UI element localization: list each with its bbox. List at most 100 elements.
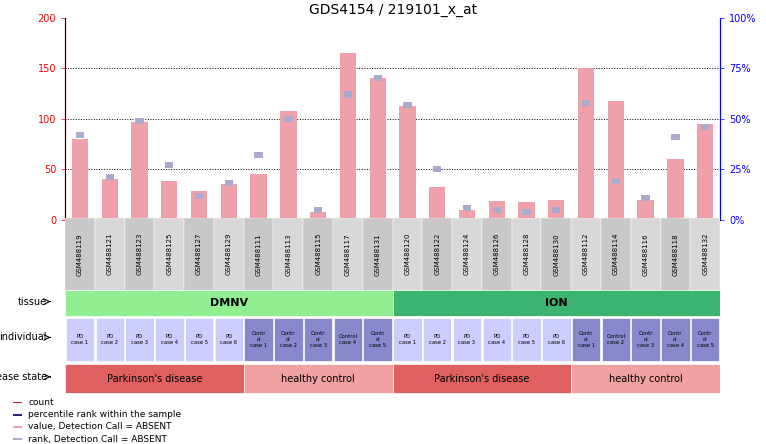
Bar <box>214 218 244 291</box>
Bar <box>392 364 571 393</box>
Text: GSM488113: GSM488113 <box>286 233 291 276</box>
Text: rank, Detection Call = ABSENT: rank, Detection Call = ABSENT <box>28 435 167 444</box>
Bar <box>310 212 326 220</box>
Text: Parkinson's disease: Parkinson's disease <box>106 373 202 384</box>
Bar <box>95 218 125 291</box>
Bar <box>463 205 471 211</box>
Bar <box>126 318 154 361</box>
Bar <box>482 218 512 291</box>
Text: GSM488118: GSM488118 <box>673 233 679 276</box>
Bar <box>125 218 155 291</box>
Bar <box>12 426 22 428</box>
Bar <box>571 364 720 393</box>
Text: PD
case 6: PD case 6 <box>548 334 565 345</box>
Text: disease state: disease state <box>0 372 47 382</box>
Text: PD
case 4: PD case 4 <box>488 334 506 345</box>
Bar <box>637 200 654 220</box>
Text: PD
case 1: PD case 1 <box>399 334 416 345</box>
Bar <box>254 152 263 158</box>
Bar <box>572 318 601 361</box>
Bar <box>701 124 709 130</box>
Bar <box>452 218 482 291</box>
Bar <box>363 218 392 291</box>
Bar <box>333 218 363 291</box>
Bar <box>691 318 719 361</box>
Bar <box>12 414 22 416</box>
Text: GSM488112: GSM488112 <box>583 233 589 275</box>
Bar <box>304 318 332 361</box>
Text: PD
case 2: PD case 2 <box>101 334 118 345</box>
Text: value, Detection Call = ABSENT: value, Detection Call = ABSENT <box>28 422 172 432</box>
Bar <box>155 318 184 361</box>
Text: GSM488123: GSM488123 <box>136 233 142 275</box>
Text: Control
case 4: Control case 4 <box>339 334 358 345</box>
Bar <box>72 139 88 220</box>
Bar <box>403 102 411 107</box>
Text: GSM488117: GSM488117 <box>345 233 351 276</box>
Text: PD
case 5: PD case 5 <box>518 334 535 345</box>
Text: PD
case 6: PD case 6 <box>221 334 237 345</box>
Bar <box>422 218 452 291</box>
Text: Contr
ol
case 3: Contr ol case 3 <box>309 331 326 348</box>
Bar <box>661 318 689 361</box>
Bar <box>155 218 184 291</box>
Bar <box>250 174 267 220</box>
Text: Contr
ol
case 4: Contr ol case 4 <box>667 331 684 348</box>
Text: Parkinson's disease: Parkinson's disease <box>434 373 529 384</box>
Bar <box>612 178 620 184</box>
Bar <box>690 218 720 291</box>
Bar <box>284 116 293 122</box>
Bar <box>280 111 296 220</box>
Text: GSM488114: GSM488114 <box>613 233 619 275</box>
Bar <box>453 318 481 361</box>
Bar <box>136 118 144 124</box>
Text: GSM488132: GSM488132 <box>702 233 708 275</box>
Text: PD
case 1: PD case 1 <box>71 334 89 345</box>
Bar <box>244 318 273 361</box>
Bar <box>102 179 118 220</box>
Bar <box>601 318 630 361</box>
Bar <box>224 180 233 186</box>
Bar <box>631 318 660 361</box>
Bar <box>76 132 84 138</box>
Text: Contr
ol
case 2: Contr ol case 2 <box>280 331 297 348</box>
Bar <box>184 218 214 291</box>
Text: individual: individual <box>0 333 47 342</box>
Bar <box>512 218 542 291</box>
Bar <box>542 218 571 291</box>
Text: PD
case 4: PD case 4 <box>161 334 178 345</box>
Bar <box>483 318 511 361</box>
Bar <box>161 182 178 220</box>
Text: Control
case 2: Control case 2 <box>607 334 625 345</box>
Bar <box>660 218 690 291</box>
Bar <box>552 206 561 213</box>
Bar <box>340 53 356 220</box>
Text: Contr
ol
case 5: Contr ol case 5 <box>369 331 386 348</box>
Bar <box>244 218 273 291</box>
Bar <box>12 438 22 440</box>
Bar <box>548 200 565 220</box>
Text: DMNV: DMNV <box>210 298 248 308</box>
Bar <box>191 191 208 220</box>
Bar <box>641 194 650 201</box>
Bar <box>459 210 475 220</box>
Bar <box>185 318 213 361</box>
Bar <box>65 290 392 316</box>
Bar <box>66 318 94 361</box>
Text: GSM488119: GSM488119 <box>77 233 83 276</box>
Bar <box>344 91 352 98</box>
Text: tissue: tissue <box>18 297 47 307</box>
Bar <box>697 124 713 220</box>
Bar <box>423 318 451 361</box>
Bar <box>96 318 124 361</box>
Text: GSM488116: GSM488116 <box>643 233 649 276</box>
Bar <box>195 193 203 198</box>
Bar <box>630 218 660 291</box>
Text: percentile rank within the sample: percentile rank within the sample <box>28 410 182 419</box>
Bar <box>314 206 322 213</box>
Text: GSM488120: GSM488120 <box>404 233 411 275</box>
Bar <box>106 174 114 180</box>
Bar <box>582 99 591 106</box>
Text: GSM488126: GSM488126 <box>494 233 499 275</box>
Text: PD
case 3: PD case 3 <box>131 334 148 345</box>
